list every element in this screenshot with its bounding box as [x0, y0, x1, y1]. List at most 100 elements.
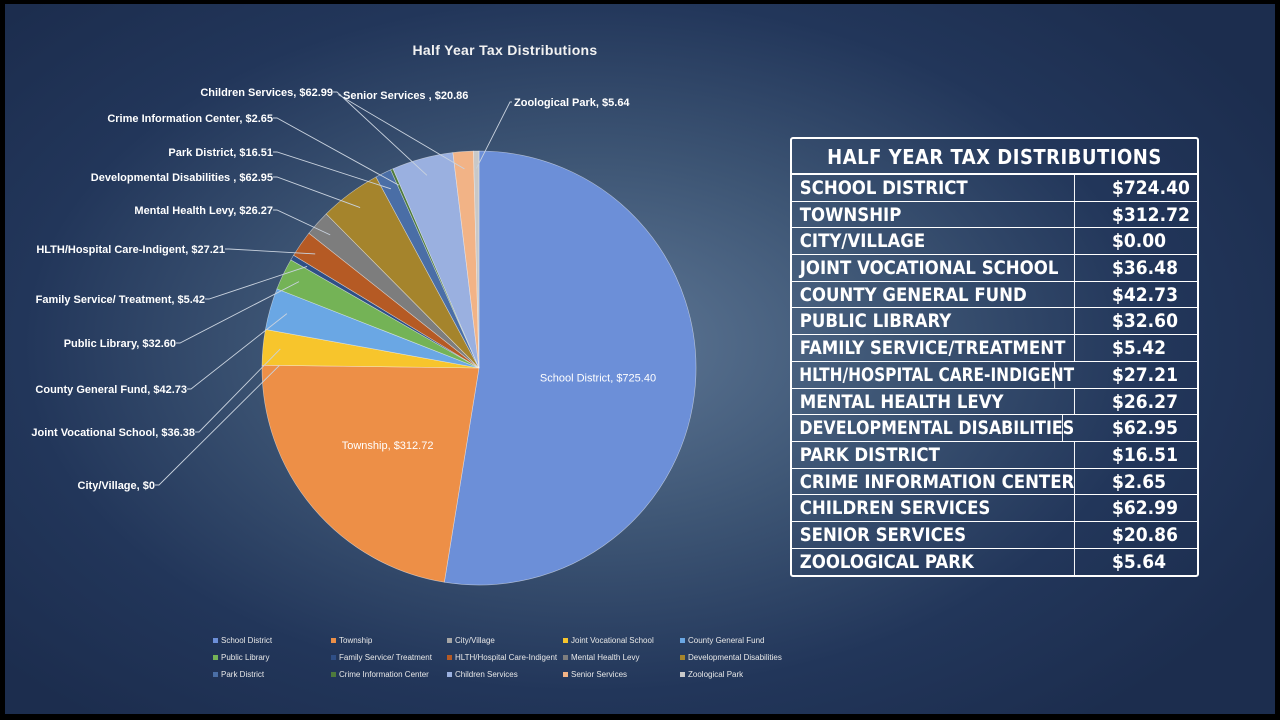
row-name: FAMILY SERVICE/TREATMENT — [792, 335, 1075, 361]
chart-legend: School District Township City/Village Joint… — [213, 634, 813, 680]
legend-swatch — [331, 654, 336, 660]
table-row: PARK DISTRICT $16.51 — [792, 441, 1197, 469]
leader-line — [273, 209, 331, 236]
legend-item: School District — [213, 634, 331, 646]
row-name: CRIME INFORMATION CENTER — [792, 468, 1075, 495]
data-label: City/Village, $0 — [78, 480, 155, 492]
legend-label: Senior Services — [571, 669, 628, 679]
legend-swatch — [331, 671, 336, 677]
legend-swatch — [447, 671, 452, 677]
data-label: Developmental Disabilities , $62.95 — [91, 172, 273, 184]
table-row: TOWNSHIP $312.72 — [792, 201, 1197, 229]
legend-label: Children Services — [455, 669, 518, 679]
legend-item: Joint Vocational School — [563, 634, 680, 646]
data-label: HLTH/Hospital Care-Indigent, $27.21 — [36, 244, 225, 256]
legend-item: Park District — [213, 668, 331, 680]
table-row: MENTAL HEALTH LEVY $26.27 — [792, 388, 1197, 416]
table-row: CHILDREN SERVICES $62.99 — [792, 495, 1197, 522]
row-name: ZOOLOGICAL PARK — [792, 548, 1075, 576]
leader-line — [155, 365, 280, 486]
leader-line — [333, 91, 428, 176]
legend-swatch — [680, 671, 685, 677]
legend-item: HLTH/Hospital Care-Indigent — [447, 651, 563, 663]
pie-slice-school-district — [443, 150, 697, 586]
leader-line — [176, 281, 300, 344]
row-name: SENIOR SERVICES — [792, 521, 1075, 548]
row-name: MENTAL HEALTH LEVY — [792, 388, 1075, 415]
legend-swatch — [680, 654, 685, 660]
row-name: CITY/VILLAGE — [792, 228, 1075, 255]
row-name: TOWNSHIP — [792, 201, 1075, 228]
legend-label: HLTH/Hospital Care-Indigent — [455, 652, 558, 662]
data-label: Joint Vocational School, $36.38 — [31, 427, 195, 439]
table-row: CITY/VILLAGE $0.00 — [792, 228, 1197, 256]
legend-swatch — [563, 637, 568, 643]
legend-swatch — [447, 654, 452, 660]
leader-line — [273, 117, 400, 186]
data-label: Crime Information Center, $2.65 — [107, 113, 273, 125]
row-name: JOINT VOCATIONAL SCHOOL — [792, 255, 1075, 281]
row-value: $5.42 — [1112, 337, 1167, 360]
legend-item: Crime Information Center — [331, 668, 447, 680]
legend-item: Public Library — [213, 651, 331, 663]
legend-label: Developmental Disabilities — [688, 652, 782, 662]
pie-slice-township — [261, 364, 480, 583]
data-label: Senior Services , $20.86 — [343, 90, 468, 102]
data-label: Zoological Park, $5.64 — [514, 97, 630, 109]
row-value: $27.21 — [1112, 363, 1178, 386]
table-row: JOINT VOCATIONAL SCHOOL $36.48 — [792, 255, 1197, 282]
legend-label: Township — [339, 635, 373, 645]
row-name: CHILDREN SERVICES — [792, 495, 1075, 521]
distribution-table: HALF YEAR TAX DISTRIBUTIONS SCHOOL DISTR… — [790, 137, 1199, 578]
legend-item: Zoological Park — [680, 668, 810, 680]
leader-line — [187, 313, 288, 390]
legend-swatch — [331, 637, 336, 643]
table-row: COUNTY GENERAL FUND $42.73 — [792, 281, 1197, 309]
row-value: $312.72 — [1112, 203, 1190, 226]
table-row: PUBLIC LIBRARY $32.60 — [792, 308, 1197, 336]
leader-line — [205, 265, 308, 300]
data-label: Park District, $16.51 — [168, 147, 273, 159]
data-label: Mental Health Levy, $26.27 — [134, 205, 273, 217]
legend-item: Family Service/ Treatment — [331, 651, 447, 663]
data-label: Family Service/ Treatment, $5.42 — [36, 294, 205, 306]
leader-line — [273, 176, 361, 209]
legend-item: Township — [331, 634, 447, 646]
legend-item: Senior Services — [563, 668, 680, 680]
pie-slice-zoological-park — [473, 150, 480, 369]
row-name: SCHOOL DISTRICT — [792, 175, 1075, 201]
table-row: CRIME INFORMATION CENTER $2.65 — [792, 468, 1197, 496]
legend-swatch — [680, 637, 685, 643]
legend-label: County General Fund — [688, 635, 765, 645]
row-value: $36.48 — [1112, 257, 1178, 280]
table-row: ZOOLOGICAL PARK $5.64 — [792, 548, 1197, 576]
data-label: Township, $312.72 — [342, 440, 434, 452]
leader-line — [273, 151, 392, 190]
row-value: $724.40 — [1112, 177, 1190, 199]
table-row: SENIOR SERVICES $20.86 — [792, 521, 1197, 549]
row-name: PARK DISTRICT — [792, 441, 1075, 468]
row-name: PUBLIC LIBRARY — [792, 308, 1075, 335]
legend-swatch — [563, 654, 568, 660]
leader-line — [195, 348, 281, 433]
legend-item: Developmental Disabilities — [680, 651, 810, 663]
legend-label: Park District — [221, 669, 265, 679]
legend-label: Mental Health Levy — [571, 652, 640, 662]
data-label: County General Fund, $42.73 — [35, 384, 187, 396]
row-value: $0.00 — [1112, 230, 1167, 253]
leader-line — [475, 101, 512, 169]
legend-item: City/Village — [447, 634, 563, 646]
legend-swatch — [563, 671, 568, 677]
table-row: SCHOOL DISTRICT $724.40 — [792, 175, 1197, 202]
table-row: FAMILY SERVICE/TREATMENT $5.42 — [792, 335, 1197, 362]
data-label: Children Services, $62.99 — [200, 87, 333, 99]
row-name: COUNTY GENERAL FUND — [792, 281, 1075, 308]
row-value: $16.51 — [1112, 443, 1178, 466]
row-name: DEVELOPMENTAL DISABILITIES — [792, 415, 1074, 441]
row-value: $20.86 — [1112, 523, 1178, 546]
legend-label: Family Service/ Treatment — [339, 652, 432, 662]
row-value: $62.95 — [1112, 417, 1178, 440]
legend-label: Crime Information Center — [339, 669, 429, 679]
row-value: $32.60 — [1112, 310, 1178, 333]
row-value: $42.73 — [1112, 283, 1178, 306]
